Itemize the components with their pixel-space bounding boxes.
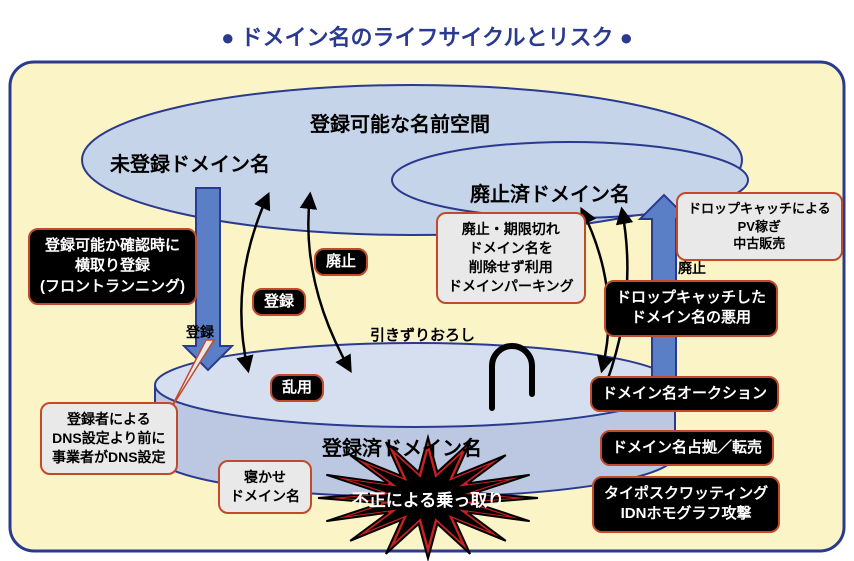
title-bullet-l: ● [221,25,234,50]
diagram-root: { "canvas":{"w":854,"h":561,"bg":"#fbf4c… [0,0,854,561]
tag-touroku: 登録 [186,322,214,342]
box-droppv: ドロップキャッチによるPV稼ぎ中古販売 [676,192,843,261]
tag-haishi: 廃止 [678,258,706,278]
tag-drag: 引きずりおろし [370,324,475,345]
box-frontrunning: 登録可能か確認時に横取り登録(フロントランニング) [28,228,197,305]
title-text: ドメイン名のライフサイクルとリスク [241,25,614,50]
title-bullet-r: ● [620,25,633,50]
box-nekase: 寝かせドメイン名 [218,460,312,514]
box-dropabuse: ドロップキャッチしたドメイン名の悪用 [604,280,778,337]
pill-ranyou: 乱用 [270,374,324,402]
label-namespace: 登録可能な名前空間 [310,108,490,137]
starburst-text: 不正による乗っ取り [333,486,523,511]
label-unregistered: 未登録ドメイン名 [110,148,270,177]
box-parking: 廃止・期限切れドメイン名を削除せず利用ドメインパーキング [436,212,586,304]
pill-touroku: 登録 [252,288,306,316]
label-registered: 登録済ドメイン名 [322,432,482,461]
diagram-title: ● ドメイン名のライフサイクルとリスク ● [0,20,854,52]
pill-haishi: 廃止 [314,248,368,276]
box-dnspre: 登録者によるDNS設定より前に事業者がDNS設定 [40,402,178,475]
label-abolished: 廃止済ドメイン名 [470,178,630,207]
box-typo: タイポスクワッティングIDNホモグラフ攻撃 [592,476,780,533]
box-squat: ドメイン名占拠／転売 [600,430,774,466]
box-auction: ドメイン名オークション [590,376,779,412]
